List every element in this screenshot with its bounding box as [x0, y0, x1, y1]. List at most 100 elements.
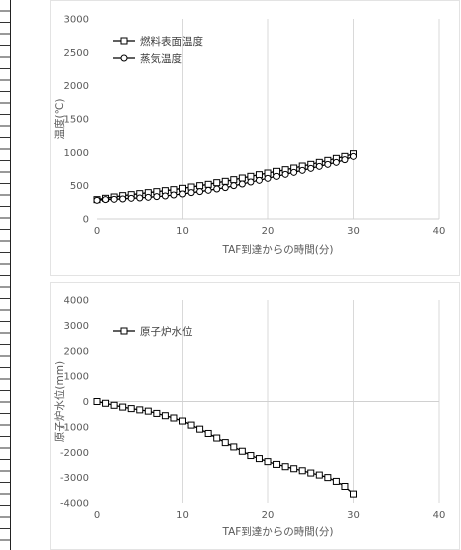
y-tick-label: 3000	[64, 321, 89, 332]
data-point	[136, 406, 144, 414]
data-point	[170, 191, 178, 199]
data-point	[204, 180, 212, 188]
x-tick-label: 30	[347, 510, 360, 521]
data-point	[315, 471, 323, 479]
data-point	[93, 196, 101, 204]
data-point	[196, 425, 204, 433]
data-point	[298, 467, 306, 475]
y-tick-label: 1000	[64, 148, 89, 159]
data-point	[221, 177, 229, 185]
series-1	[93, 398, 357, 498]
data-point	[273, 172, 281, 180]
data-point	[187, 421, 195, 429]
data-point	[238, 447, 246, 455]
legend-label: 蒸気温度	[140, 52, 182, 65]
data-point	[230, 182, 238, 190]
data-point	[161, 412, 169, 420]
data-point	[298, 166, 306, 174]
data-point	[204, 186, 212, 194]
data-point	[221, 184, 229, 192]
data-point	[153, 193, 161, 201]
data-point	[110, 195, 118, 203]
data-point	[230, 443, 238, 451]
data-point	[324, 160, 332, 168]
y-tick-label: 3000	[64, 15, 89, 26]
y-tick-label: -1000	[60, 422, 89, 433]
y-tick-label: 4000	[64, 296, 89, 307]
series-line	[96, 153, 354, 201]
data-point	[290, 465, 298, 473]
data-point	[247, 172, 255, 180]
series-line	[96, 400, 354, 495]
x-tick-label: 40	[433, 510, 446, 521]
data-point	[170, 414, 178, 422]
data-point	[144, 193, 152, 201]
temperature-chart: 0 500 1000 1500 2000 2500 3000 0 10 20 30 40 TAF到達から…	[53, 15, 445, 257]
chart-panel-temperature: 0 500 1000 1500 2000 2500 3000 0 10 20 30 40 TAF到達から…	[50, 0, 460, 276]
y-axis-title: 原子炉水位(mm)	[53, 361, 66, 442]
data-point	[264, 458, 272, 466]
data-point	[213, 185, 221, 193]
legend-entry: 蒸気温度	[113, 52, 182, 65]
data-point	[255, 171, 263, 179]
data-point	[187, 183, 195, 191]
x-axis-title: TAF到達からの時間(分)	[221, 244, 333, 256]
x-tick-label: 10	[176, 510, 189, 521]
y-tick-label: 2000	[64, 346, 89, 357]
y-tick-label: 0	[83, 397, 89, 408]
data-point	[255, 176, 263, 184]
data-point	[102, 399, 110, 407]
x-axis-title: TAF到達からの時間(分)	[221, 526, 333, 538]
x-tick-label: 30	[347, 226, 360, 237]
legend-marker	[120, 327, 128, 335]
data-point	[247, 178, 255, 186]
data-point	[213, 179, 221, 187]
data-point	[315, 162, 323, 170]
data-point	[230, 176, 238, 184]
legend-marker	[120, 54, 128, 62]
x-tick-label: 20	[262, 510, 275, 521]
data-point	[102, 196, 110, 204]
data-point	[144, 407, 152, 415]
data-point	[213, 434, 221, 442]
data-point	[179, 417, 186, 425]
data-point	[247, 452, 255, 460]
data-point	[119, 403, 127, 411]
y-tick-label: 1000	[64, 372, 89, 383]
data-point	[127, 194, 135, 202]
data-point	[196, 182, 204, 190]
y-tick-label: 2500	[64, 48, 89, 59]
legend-label: 燃料表面温度	[140, 35, 203, 48]
data-point	[204, 429, 212, 437]
data-point	[281, 463, 289, 471]
y-tick-label: -3000	[60, 473, 89, 484]
data-point	[332, 477, 340, 485]
data-point	[341, 483, 349, 491]
data-point	[127, 405, 135, 413]
data-point	[187, 189, 195, 197]
y-tick-label: -4000	[60, 499, 89, 510]
y-tick-label: 2000	[64, 81, 89, 92]
table-edge-fragment	[0, 0, 11, 550]
data-point	[238, 180, 246, 188]
data-point	[179, 184, 186, 192]
water-level-chart: -4000 -3000 -2000 -1000 0 1000 2000 3000 4000 0 10…	[53, 296, 446, 539]
x-tick-label: 0	[94, 226, 100, 237]
series-1	[93, 150, 357, 204]
series-2	[93, 152, 357, 204]
data-point	[136, 194, 144, 202]
data-point	[307, 164, 315, 172]
data-point	[281, 170, 289, 178]
legend-label: 原子炉水位	[140, 325, 193, 338]
data-point	[307, 469, 315, 477]
y-tick-label: 500	[70, 181, 89, 192]
data-point	[264, 174, 272, 182]
data-point	[179, 190, 186, 198]
data-point	[350, 490, 357, 498]
data-point	[341, 156, 349, 164]
y-tick-label: 1500	[64, 115, 89, 126]
data-point	[238, 174, 246, 182]
data-point	[161, 192, 169, 200]
data-point	[255, 455, 263, 463]
